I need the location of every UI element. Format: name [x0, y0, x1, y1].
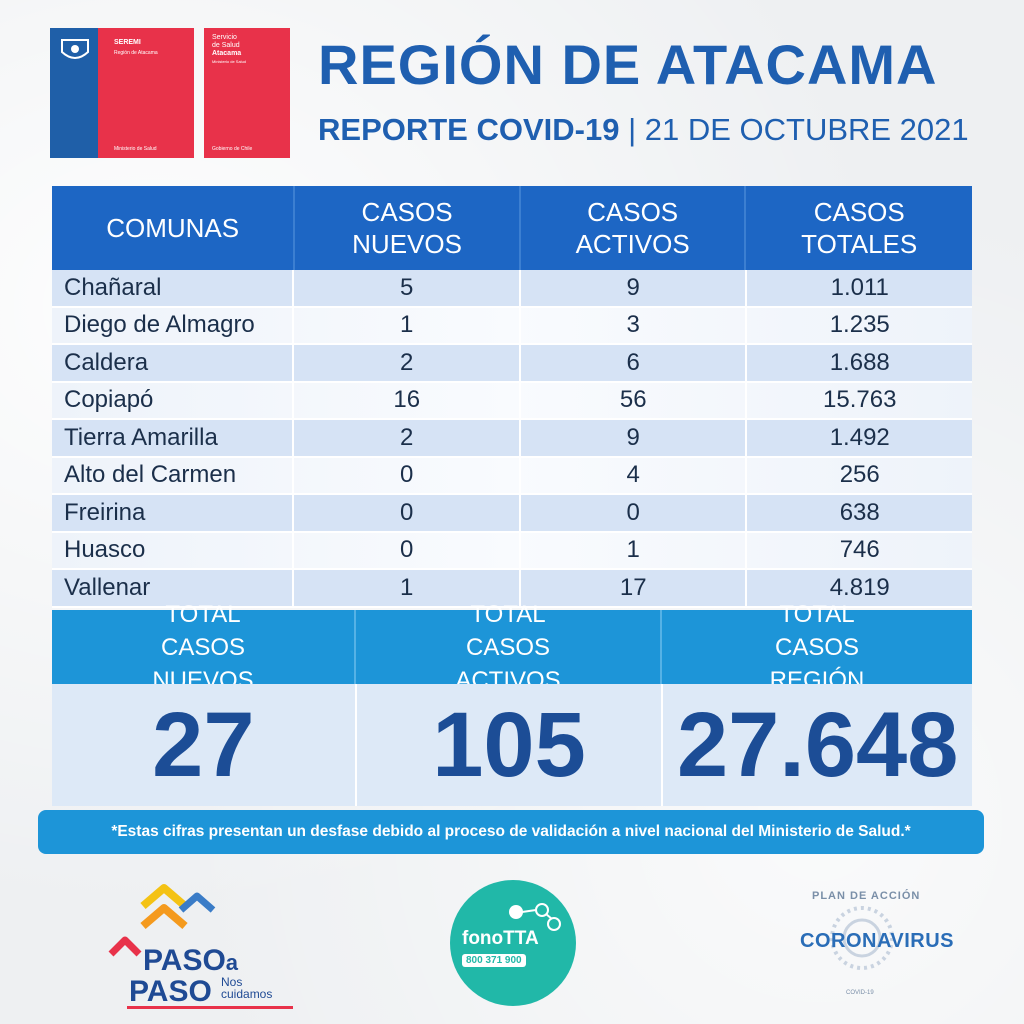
disclaimer-note: *Estas cifras presentan un desfase debid…: [38, 810, 984, 854]
subtitle-separator: |: [619, 112, 645, 147]
cell-activos: 4: [520, 457, 748, 495]
paso-logo-bottom: PASO: [129, 975, 212, 1008]
chevron-up-icon: [140, 904, 188, 930]
cell-nuevos: 16: [294, 382, 521, 420]
report-date: 21 DE OCTUBRE 2021: [644, 112, 969, 147]
cell-totales: 4.819: [747, 570, 972, 608]
paso-logo-underline: [127, 1006, 293, 1009]
cell-comuna: Huasco: [52, 532, 295, 570]
servicio-salud-logo: Servicio de Salud Atacama Ministerio de …: [204, 28, 290, 158]
report-label: REPORTE COVID-19: [318, 112, 620, 147]
cell-nuevos: 2: [294, 420, 521, 458]
covid-table: COMUNAS CASOS NUEVOS CASOS ACTIVOS CASOS…: [52, 186, 972, 608]
cell-totales: 1.688: [747, 345, 972, 383]
seremi-logo-footer: Ministerio de Salud: [114, 146, 157, 152]
table-header: COMUNAS CASOS NUEVOS CASOS ACTIVOS CASOS…: [52, 186, 972, 270]
cell-activos: 9: [520, 420, 748, 458]
chevron-up-icon: [140, 884, 188, 910]
cell-nuevos: 1: [294, 307, 521, 345]
cell-comuna: Vallenar: [52, 570, 295, 608]
page-subtitle: REPORTE COVID-19 | 21 DE OCTUBRE 2021: [318, 112, 978, 148]
cell-nuevos: 2: [294, 345, 521, 383]
cell-comuna: Diego de Almagro: [52, 307, 295, 345]
covid-label: COVID-19: [846, 990, 874, 996]
cell-activos: 17: [520, 570, 748, 608]
cell-activos: 9: [520, 270, 748, 308]
total-nuevos-value: 27: [52, 684, 357, 806]
cell-nuevos: 0: [294, 457, 521, 495]
chevron-up-icon: [178, 892, 216, 913]
col-header-activos: CASOS ACTIVOS: [521, 186, 747, 270]
cell-nuevos: 0: [294, 532, 521, 570]
page-title: REGIÓN DE ATACAMA: [318, 33, 938, 96]
phone-network-icon: [509, 903, 561, 931]
table-row: Chañaral 5 9 1.011: [52, 270, 972, 308]
total-region-value: 27.648: [676, 693, 959, 796]
paso-logo-tagline: Nos cuidamos: [221, 975, 273, 1001]
servicio-logo-footer: Gobierno de Chile: [212, 146, 253, 152]
cell-totales: 746: [747, 533, 972, 570]
cell-totales: 638: [747, 495, 972, 533]
virus-icon: [830, 906, 894, 970]
cell-activos: 1: [520, 532, 748, 570]
fonotta-phone: 800 371 900: [462, 954, 526, 967]
coat-of-arms-icon: [61, 39, 89, 59]
table-row: Diego de Almagro 1 3 1.235: [52, 307, 972, 345]
table-row: Tierra Amarilla 2 9 1.492: [52, 420, 972, 458]
cell-totales: 1.492: [747, 420, 972, 458]
cell-comuna: Alto del Carmen: [52, 457, 295, 495]
totals-values: 27 105 27.648: [52, 684, 972, 806]
total-nuevos-label: TOTAL CASOS NUEVOS: [52, 601, 356, 694]
cell-activos: 0: [520, 495, 748, 533]
table-row: Vallenar 1 17 4.819: [52, 570, 972, 608]
col-header-comunas: COMUNAS: [52, 186, 296, 270]
table-row: Freirina 0 0 638: [52, 495, 972, 533]
cell-activos: 6: [520, 345, 748, 383]
cell-nuevos: 0: [294, 495, 521, 533]
cell-nuevos: 1: [294, 570, 521, 608]
paso-a-paso-logo: PASOa PASO Nos cuidamos: [105, 882, 305, 1009]
servicio-logo-text: Servicio de Salud Atacama Ministerio de …: [212, 34, 247, 64]
total-region-label: TOTAL CASOS REGIÓN: [769, 600, 865, 694]
cell-comuna: Freirina: [52, 495, 295, 533]
total-activos-label: TOTAL CASOS ACTIVOS: [356, 601, 662, 694]
table-row: Alto del Carmen 0 4 256: [52, 457, 972, 495]
totals-header: TOTAL CASOS NUEVOS TOTAL CASOS ACTIVOS T…: [52, 600, 972, 694]
col-header-totales: CASOS TOTALES: [801, 197, 918, 259]
plan-coronavirus-logo: PLAN DE ACCIÓN CORONAVIRUS COVID-19: [800, 884, 954, 1008]
paso-logo-top: PASOa: [143, 944, 239, 977]
cell-nuevos: 5: [294, 270, 521, 308]
col-header-nuevos: CASOS NUEVOS: [295, 186, 521, 270]
cell-totales: 256: [747, 458, 972, 495]
chevron-up-icon: [108, 936, 142, 957]
coronavirus-label: CORONAVIRUS: [800, 930, 955, 952]
cell-comuna: Copiapó: [52, 382, 295, 420]
fonotta-logo: fonoTTA 800 371 900: [450, 880, 576, 1006]
cell-totales: 15.763: [747, 383, 972, 420]
cell-activos: 56: [520, 382, 748, 420]
cell-totales: 1.235: [747, 308, 972, 345]
table-row: Huasco 0 1 746: [52, 532, 972, 570]
plan-label: PLAN DE ACCIÓN: [812, 890, 921, 902]
cell-comuna: Chañaral: [52, 270, 295, 308]
fonotta-label: fonoTTA: [462, 928, 539, 949]
seremi-logo-text: SEREMI Región de Atacama: [114, 39, 158, 56]
table-row: Copiapó 16 56 15.763: [52, 382, 972, 420]
cell-comuna: Caldera: [52, 345, 295, 383]
cell-totales: 1.011: [747, 270, 972, 308]
total-activos-value: 105: [357, 684, 664, 806]
table-row: Caldera 2 6 1.688: [52, 345, 972, 383]
cell-comuna: Tierra Amarilla: [52, 420, 295, 458]
seremi-logo: SEREMI Región de Atacama Ministerio de S…: [50, 28, 194, 158]
cell-activos: 3: [520, 307, 748, 345]
